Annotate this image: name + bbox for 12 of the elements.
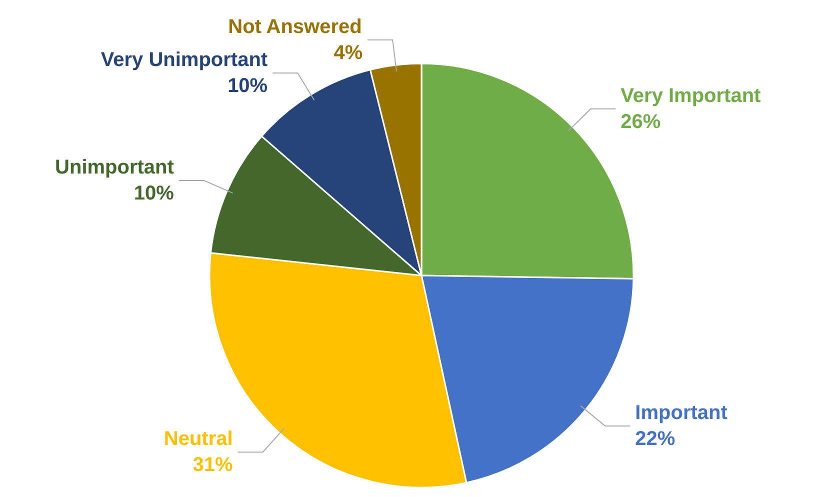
data-label: 4%: [334, 42, 363, 64]
data-label: 26%: [620, 110, 661, 133]
slice-label: Very Important: [620, 84, 762, 107]
data-label: 10%: [134, 182, 174, 204]
data-label: 22%: [635, 428, 676, 450]
slice-label: Unimportant: [55, 156, 174, 178]
data-label: 10%: [228, 74, 268, 97]
slice-label: Not Answered: [228, 16, 362, 38]
slice-label: Very Unimportant: [100, 48, 268, 71]
slice-label: Important: [635, 402, 728, 424]
slice-label: Neutral: [164, 428, 233, 450]
data-label: 31%: [192, 454, 234, 476]
